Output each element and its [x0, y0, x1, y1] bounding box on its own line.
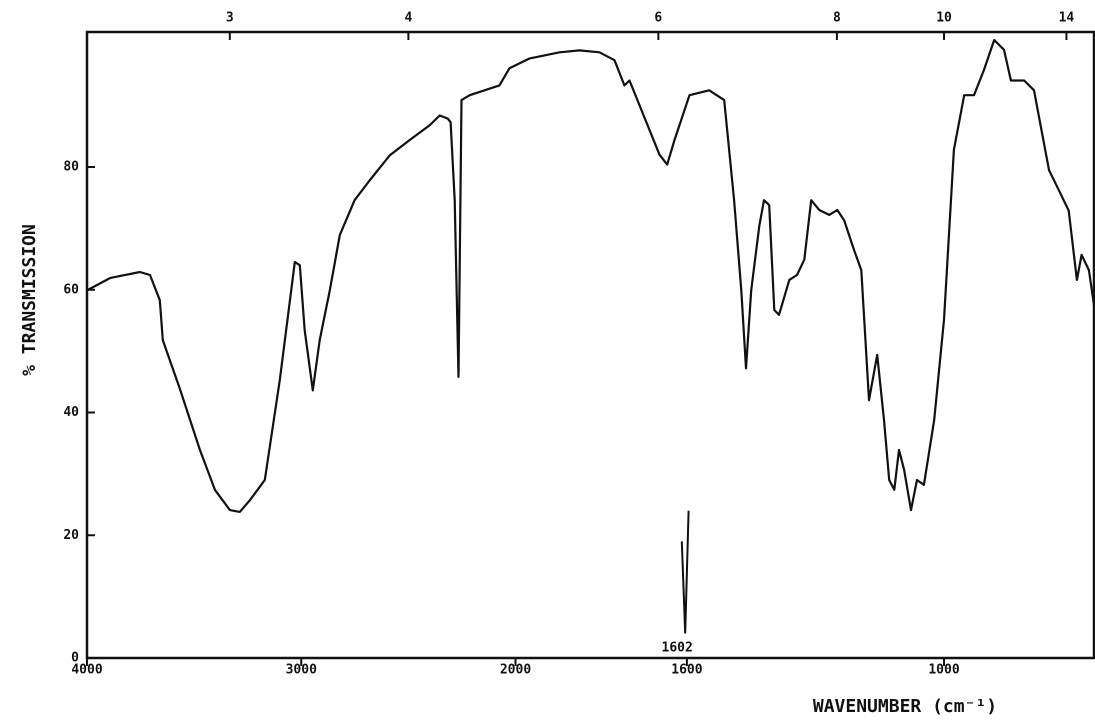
x2-tick-label: 8: [833, 11, 841, 26]
x2-tick-label: 4: [404, 11, 412, 26]
y-axis-label: % TRANSMISSION: [19, 224, 40, 376]
annotation-label: 1602: [662, 641, 693, 656]
y-tick-label: 0: [71, 651, 79, 666]
y-tick-label: 60: [63, 282, 79, 297]
y-tick-label: 40: [63, 405, 79, 420]
x-tick-label: 3000: [286, 663, 317, 678]
x2-tick-label: 10: [936, 11, 952, 26]
y-tick-label: 80: [63, 160, 79, 175]
x-tick-label: 2000: [500, 663, 531, 678]
plot-frame: [85, 30, 1095, 660]
x-axis-label: WAVENUMBER (cm⁻¹): [813, 696, 997, 717]
y-tick-label: 20: [63, 528, 79, 543]
calibration-mark: [680, 510, 690, 634]
x2-tick-label: 3: [226, 11, 234, 26]
x-tick-label: 1000: [928, 663, 959, 678]
x-tick-label: 4000: [71, 663, 102, 678]
spectrum-line: [86, 38, 1095, 513]
x2-tick-label: 6: [654, 11, 662, 26]
x-tick-label: 1600: [671, 663, 702, 678]
x2-tick-label: 14: [1059, 11, 1075, 26]
